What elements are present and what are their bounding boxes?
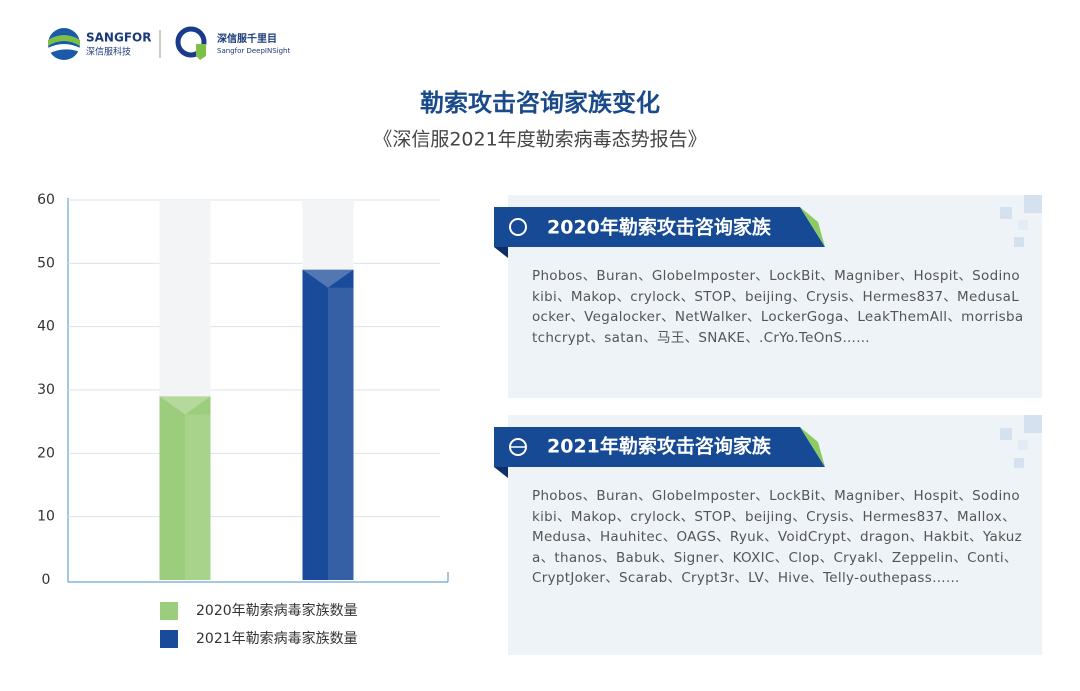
logo [48,26,207,60]
legend-swatch [160,630,178,648]
bar-track [302,200,354,270]
y-tick-label: 50 [37,255,55,271]
bar-shade [185,414,211,580]
bar [302,269,354,580]
product-cn: 深信服千里目 [217,32,277,45]
y-tick-label: 40 [37,319,55,335]
panel-title: 2020年勒索攻击咨询家族 [547,216,772,239]
brand: SANGFOR [86,31,151,45]
bar-shade [328,287,354,580]
legend-swatch [160,602,178,620]
chart-subtitle: 《深信服2021年度勒索病毒态势报告》 [373,129,706,151]
product-en: Sangfor DeepINSight [217,47,290,55]
y-tick-label: 60 [37,192,55,208]
panel-text: Phobos、Buran、GlobeImposter、LockBit、Magni… [532,268,1024,346]
panel-text: Phobos、Buran、GlobeImposter、LockBit、Magni… [532,488,1023,586]
y-tick-label: 0 [42,572,51,588]
bar-track [159,200,211,397]
bar-cap [302,269,354,288]
y-tick-label: 20 [37,445,55,461]
chart-title: 勒索攻击咨询家族变化 [420,89,660,117]
bar-cap [159,396,211,415]
brand-cn: 深信服科技 [86,46,131,58]
panel-title: 2021年勒索攻击咨询家族 [547,435,772,458]
bar [159,396,211,580]
legend-label: 2020年勒索病毒家族数量 [196,602,358,619]
panel-bg [494,195,1042,655]
y-tick-label: 10 [37,509,55,525]
legend-label: 2021年勒索病毒家族数量 [196,630,358,647]
y-tick-label: 30 [37,382,55,398]
